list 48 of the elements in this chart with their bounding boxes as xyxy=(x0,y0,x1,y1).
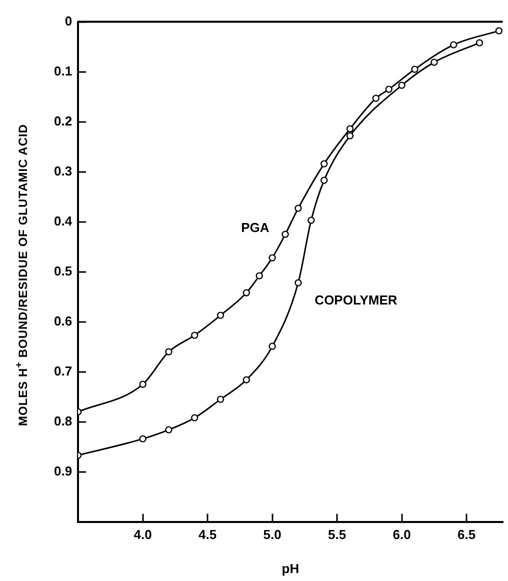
y-tick-label: 0.8 xyxy=(54,413,72,428)
point xyxy=(165,426,172,434)
point xyxy=(242,289,250,296)
y-tick-label: 0.4 xyxy=(54,213,73,228)
point xyxy=(216,396,224,403)
point xyxy=(282,230,289,238)
point xyxy=(495,27,503,34)
point xyxy=(308,216,315,224)
y-tick-label: 0.1 xyxy=(54,63,72,78)
y-tick-label: 0.9 xyxy=(54,463,72,478)
point xyxy=(242,376,250,384)
y-tick-label: 0.2 xyxy=(54,113,72,128)
y-tick-label: 0.7 xyxy=(54,363,72,378)
point xyxy=(320,160,328,168)
point xyxy=(385,86,392,93)
x-tick-label: 4.5 xyxy=(198,527,217,542)
series-label: PGA xyxy=(241,220,270,235)
point xyxy=(320,176,328,184)
x-tick-label: 5.0 xyxy=(263,527,282,542)
x-tick-label: 6.0 xyxy=(392,527,411,542)
y-tick-label: 0 xyxy=(64,13,72,28)
x-tick-label: 4.0 xyxy=(134,527,152,542)
point xyxy=(139,435,146,442)
x-axis-title: pH xyxy=(282,560,300,576)
point xyxy=(268,342,276,350)
point xyxy=(476,39,484,46)
y-tick-label: 0.5 xyxy=(54,263,72,278)
point xyxy=(191,414,198,422)
point xyxy=(216,312,224,319)
y-tick-label: 0.6 xyxy=(54,313,72,328)
point xyxy=(372,94,380,102)
point xyxy=(256,272,263,280)
point xyxy=(411,66,418,73)
point xyxy=(294,279,302,286)
point xyxy=(139,380,146,388)
point xyxy=(430,58,438,66)
series-label: COPOLYMER xyxy=(314,292,398,308)
point xyxy=(346,125,354,132)
point xyxy=(191,332,198,339)
y-tick-label: 0.3 xyxy=(54,163,72,178)
point xyxy=(346,132,354,140)
point xyxy=(294,204,302,212)
x-tick-label: 6.5 xyxy=(458,527,476,542)
point xyxy=(450,41,458,48)
point xyxy=(268,254,276,262)
x-tick-label: 5.5 xyxy=(328,527,346,542)
point xyxy=(398,82,406,89)
point xyxy=(165,348,172,356)
